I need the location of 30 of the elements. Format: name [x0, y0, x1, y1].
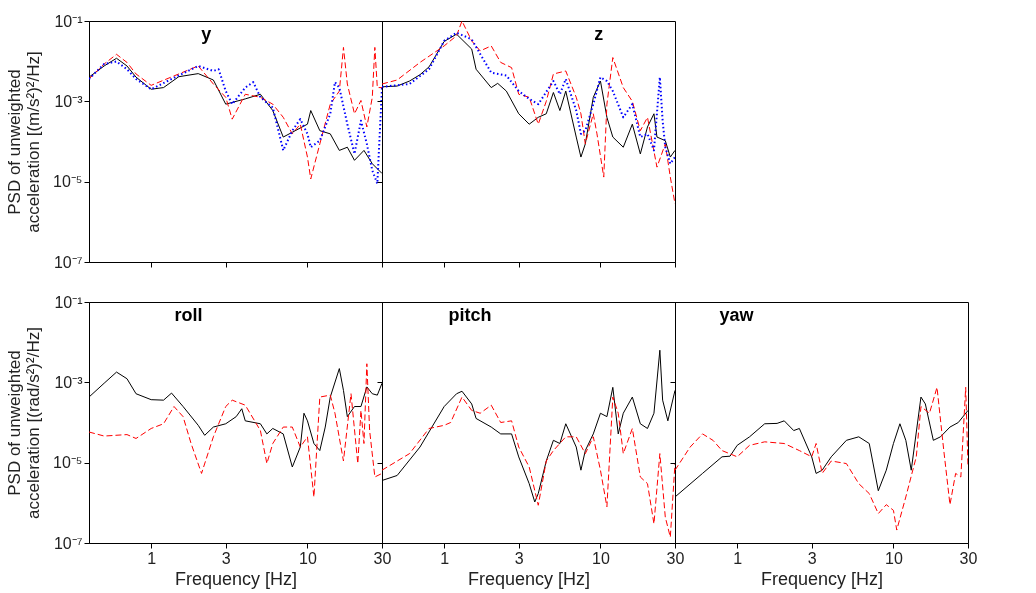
x-tick-label: 3 [807, 549, 817, 567]
y-tick-label: 10⁻¹ [54, 293, 83, 311]
y-tick-label: 10⁻⁷ [53, 253, 83, 271]
y-tick-label: 10⁻³ [54, 373, 84, 391]
chart-title: roll [174, 305, 203, 325]
y-tick-label: 10⁻⁵ [53, 454, 83, 472]
x-tick-label: 3 [221, 549, 231, 567]
y-tick-label: 10⁻¹ [54, 12, 83, 30]
x-tick-label: 10 [592, 549, 610, 567]
chart-title: pitch [448, 305, 492, 325]
y-axis-title: PSD of unweighted acceleration [(m/s²)²/Hz] [5, 51, 44, 233]
y-axis-title: PSD of unweighted acceleration [(rad/s²)²/Hz] [5, 327, 44, 519]
y-tick-label: 10⁻⁵ [53, 173, 83, 191]
y-tick-label: 10⁻³ [54, 92, 84, 110]
x-axis-title: Frequency [Hz] [174, 568, 298, 589]
x-tick-label: 30 [373, 549, 392, 567]
x-tick-label: 1 [147, 549, 157, 567]
x-tick-label: 30 [959, 549, 978, 567]
x-axis-title: Frequency [Hz] [467, 568, 591, 589]
chart-title: y [201, 24, 212, 44]
x-tick-label: 10 [885, 549, 903, 567]
chart-title: yaw [719, 305, 755, 325]
x-tick-label: 3 [514, 549, 524, 567]
x-tick-label: 30 [666, 549, 685, 567]
x-tick-label: 10 [299, 549, 317, 567]
x-tick-label: 1 [440, 549, 450, 567]
x-tick-label: 1 [733, 549, 743, 567]
x-axis-title: Frequency [Hz] [760, 568, 884, 589]
y-tick-label: 10⁻⁷ [53, 534, 83, 552]
chart-title: z [594, 24, 604, 44]
